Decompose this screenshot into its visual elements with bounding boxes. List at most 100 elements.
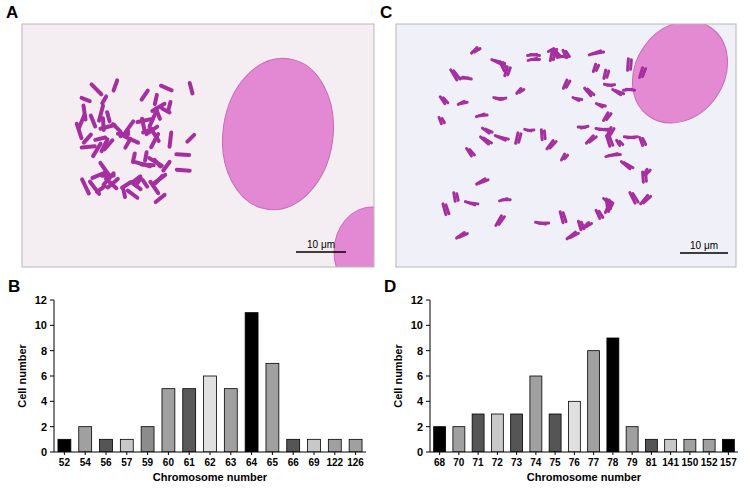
bar — [58, 439, 71, 452]
bar — [491, 414, 503, 452]
chromosome — [629, 60, 633, 70]
x-tick — [689, 452, 690, 455]
chromosome — [446, 205, 449, 214]
x-tick — [497, 452, 498, 455]
x-tick-label: 54 — [80, 457, 92, 468]
y-axis-title: Cell number — [392, 344, 404, 408]
chromosome — [480, 180, 488, 183]
chromosome — [122, 182, 131, 187]
chromosome — [82, 179, 89, 193]
chromosome — [531, 53, 540, 57]
bars — [434, 338, 735, 452]
chromosome — [528, 128, 534, 131]
x-tick-label: 81 — [646, 457, 658, 468]
bar — [349, 439, 362, 452]
chromosome — [155, 95, 157, 104]
bar — [224, 389, 237, 452]
x-tick-label: 60 — [163, 457, 175, 468]
chromosome — [443, 98, 448, 103]
x-tick — [189, 452, 190, 455]
chromosome — [610, 137, 613, 145]
bar — [568, 401, 580, 452]
chromosome — [176, 152, 189, 157]
x-tick-label: 78 — [607, 457, 619, 468]
chromosome — [114, 80, 118, 90]
bar — [266, 363, 279, 452]
bar — [607, 338, 619, 452]
bar — [684, 439, 696, 452]
chromosome — [550, 142, 556, 148]
y-tick-label: 0 — [417, 446, 423, 458]
x-tick — [126, 452, 127, 455]
chromosome — [596, 65, 598, 70]
chromosome — [132, 176, 140, 182]
chromosome — [624, 163, 633, 168]
x-tick-label: 141 — [662, 457, 679, 468]
nucleus — [213, 51, 343, 217]
y-tick-label: 10 — [35, 319, 47, 331]
x-tick — [439, 452, 440, 455]
bar — [626, 427, 638, 452]
chromosome — [592, 52, 603, 54]
chromosome — [108, 179, 118, 188]
y-tick-label: 6 — [417, 370, 423, 382]
x-tick — [314, 452, 315, 455]
chromosome — [570, 233, 578, 238]
x-tick — [535, 452, 536, 455]
x-tick — [612, 452, 613, 455]
panel-label: C — [380, 3, 392, 22]
x-tick — [728, 452, 729, 455]
x-tick — [210, 452, 211, 455]
chromosome — [556, 52, 560, 57]
chromosome — [125, 137, 138, 143]
x-tick — [709, 452, 710, 455]
chromosome — [153, 175, 165, 184]
chromosome — [135, 162, 150, 166]
chromosome — [588, 89, 594, 95]
x-tick-label: 150 — [682, 457, 699, 468]
chromosome — [454, 193, 455, 202]
chromosome — [460, 234, 468, 238]
chromosome — [627, 135, 637, 139]
bar — [703, 439, 715, 452]
nucleus — [613, 24, 736, 141]
bar — [245, 313, 258, 452]
x-tick — [334, 452, 335, 455]
chromosome — [454, 71, 460, 79]
x-tick-label: 64 — [246, 457, 258, 468]
chromosome — [539, 221, 549, 224]
y-tick — [426, 350, 430, 351]
chromosome — [496, 98, 503, 99]
x-tick-label: 126 — [347, 457, 364, 468]
bar — [308, 439, 321, 452]
y-tick-label: 6 — [41, 370, 47, 382]
x-tick — [168, 452, 169, 455]
chromosome — [190, 83, 193, 93]
y-tick — [426, 376, 430, 377]
chromosome — [495, 61, 505, 64]
chromosome — [599, 128, 611, 131]
x-tick-label: 152 — [701, 457, 718, 468]
chromosome — [484, 138, 492, 143]
chromosome — [599, 104, 605, 105]
x-tick — [85, 452, 86, 455]
panel-label: A — [6, 3, 18, 22]
chromosome — [128, 191, 138, 198]
image-frame — [396, 24, 736, 267]
x-tick-label: 57 — [121, 457, 133, 468]
x-tick-label: 65 — [267, 457, 279, 468]
chromosome — [91, 116, 95, 127]
chromosome — [607, 114, 612, 120]
x-tick — [478, 452, 479, 455]
x-tick-label: 74 — [530, 457, 542, 468]
x-tick-label: 62 — [204, 457, 216, 468]
chromosome — [581, 126, 588, 128]
bar — [434, 427, 446, 452]
chromosome — [145, 152, 147, 160]
chromosome — [564, 155, 567, 159]
x-tick-label: 56 — [100, 457, 112, 468]
chromosome — [474, 49, 480, 52]
chromosome — [142, 91, 148, 100]
bar — [183, 389, 196, 452]
x-tick-label: 68 — [434, 457, 446, 468]
